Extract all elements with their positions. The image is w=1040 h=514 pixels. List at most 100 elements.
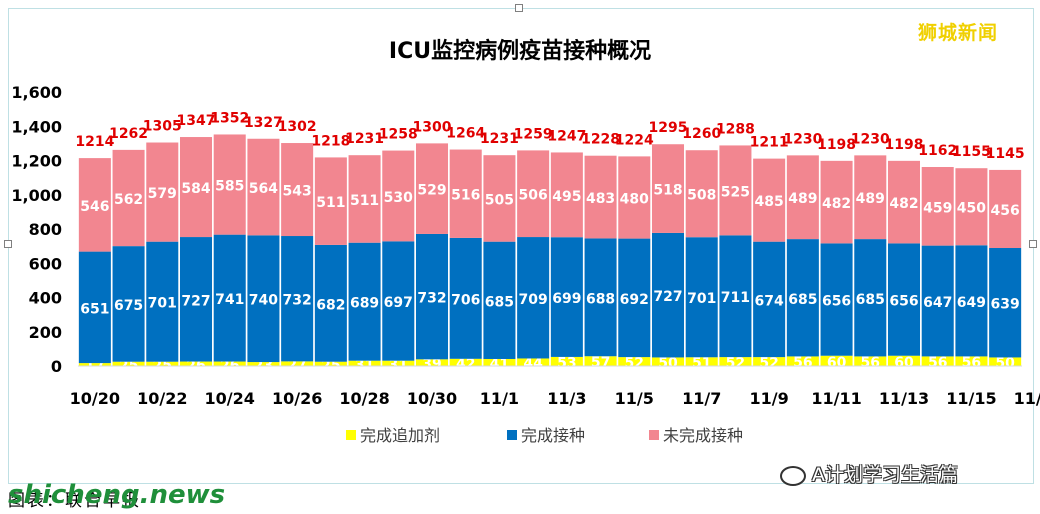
legend-swatch	[346, 430, 356, 440]
bar-booster	[786, 356, 819, 366]
bar-unvaccinated	[179, 137, 213, 238]
total-label: 1327	[244, 115, 283, 131]
total-label: 1224	[615, 132, 654, 148]
data-label: 647	[923, 295, 952, 311]
data-label: 52	[625, 356, 644, 372]
data-label: 56	[962, 355, 981, 371]
bar-unvaccinated	[854, 155, 887, 240]
data-label: 564	[249, 181, 278, 197]
x-tick-label: 11/11	[811, 389, 861, 408]
bar-vaccinated	[921, 245, 954, 357]
bar-vaccinated	[112, 246, 145, 362]
data-label: 56	[928, 355, 947, 371]
bar-booster	[550, 356, 583, 366]
data-label: 656	[889, 294, 918, 310]
data-label: 639	[991, 297, 1020, 313]
bar-booster	[78, 363, 111, 366]
resize-handle-left[interactable]	[4, 240, 12, 248]
total-label: 1214	[75, 134, 114, 150]
bar-booster	[584, 356, 617, 366]
bar-vaccinated	[483, 241, 516, 359]
bar-vaccinated	[179, 237, 213, 362]
data-label: 701	[687, 291, 716, 307]
data-label: 689	[350, 296, 379, 312]
total-label: 1155	[952, 144, 991, 160]
bar-vaccinated	[719, 235, 752, 358]
x-tick-label: 10/26	[272, 389, 322, 408]
bar-vaccinated	[78, 251, 111, 364]
bar-booster	[348, 360, 381, 366]
bar-booster	[685, 357, 718, 366]
total-label: 1218	[311, 133, 350, 149]
data-label: 511	[350, 193, 379, 209]
data-label: 482	[822, 196, 851, 212]
bar-vaccinated	[550, 237, 583, 357]
data-label: 56	[793, 355, 812, 371]
total-label: 1300	[413, 119, 452, 135]
y-tick-label: 200	[29, 323, 62, 342]
bar-unvaccinated	[753, 158, 786, 242]
data-label: 732	[417, 291, 446, 307]
data-label: 697	[384, 295, 413, 311]
data-label: 741	[215, 292, 244, 308]
bar-unvaccinated	[213, 134, 246, 235]
bar-unvaccinated	[449, 149, 482, 238]
total-label: 1258	[379, 127, 418, 143]
bar-vaccinated	[989, 248, 1022, 358]
y-tick-label: 0	[51, 357, 62, 376]
total-label: 1198	[885, 137, 924, 153]
bar-booster	[314, 361, 347, 366]
data-label: 51	[692, 356, 711, 372]
data-label: 483	[586, 191, 615, 207]
data-label: 480	[620, 191, 649, 207]
y-tick-label: 1,400	[11, 117, 62, 136]
data-label: 482	[889, 196, 918, 212]
bar-unvaccinated	[651, 144, 685, 233]
legend-label: 未完成接种	[663, 426, 743, 445]
data-label: 485	[755, 194, 784, 210]
resize-handle-right[interactable]	[1029, 240, 1037, 248]
brand-watermark: 狮城新闻	[918, 22, 999, 44]
resize-handle-top[interactable]	[515, 4, 523, 12]
data-label: 530	[384, 190, 413, 206]
y-tick-label: 800	[29, 220, 62, 239]
data-label: 518	[653, 183, 682, 199]
data-label: 57	[591, 355, 610, 371]
data-label: 579	[148, 186, 177, 202]
bar-booster	[989, 357, 1022, 366]
x-tick-label: 11/13	[879, 389, 929, 408]
data-label: 508	[687, 188, 716, 204]
total-label: 1145	[986, 146, 1025, 162]
data-label: 543	[283, 184, 312, 200]
bar-booster	[382, 360, 415, 366]
x-tick-label: 11/3	[547, 389, 586, 408]
legend-label: 完成追加剂	[360, 426, 440, 445]
data-label: 706	[451, 292, 480, 308]
total-label: 1352	[210, 110, 249, 126]
total-label: 1211	[750, 135, 789, 151]
data-label: 489	[856, 191, 885, 207]
total-label: 1198	[817, 137, 856, 153]
data-label: 516	[451, 188, 480, 204]
bar-unvaccinated	[820, 160, 853, 244]
bar-vaccinated	[685, 237, 718, 358]
data-label: 525	[721, 184, 750, 200]
bar-booster	[820, 355, 853, 366]
bar-booster	[887, 355, 921, 366]
source-caption: 图表：联合早报	[8, 491, 141, 511]
bar-vaccinated	[955, 245, 988, 357]
bar-vaccinated	[247, 235, 280, 363]
bar-booster	[651, 357, 685, 366]
bar-unvaccinated	[112, 149, 145, 247]
y-tick-label: 1,000	[11, 186, 62, 205]
x-tick-label: 10/28	[339, 389, 389, 408]
data-label: 701	[148, 296, 177, 312]
total-label: 1302	[278, 119, 317, 135]
bar-booster	[483, 358, 516, 366]
data-label: 53	[557, 355, 576, 371]
y-tick-label: 600	[29, 254, 62, 273]
x-tick-label: 11/15	[946, 389, 996, 408]
data-label: 60	[894, 355, 914, 371]
data-label: 685	[485, 294, 514, 310]
wechat-watermark: A计划学习生活篇	[780, 460, 958, 487]
